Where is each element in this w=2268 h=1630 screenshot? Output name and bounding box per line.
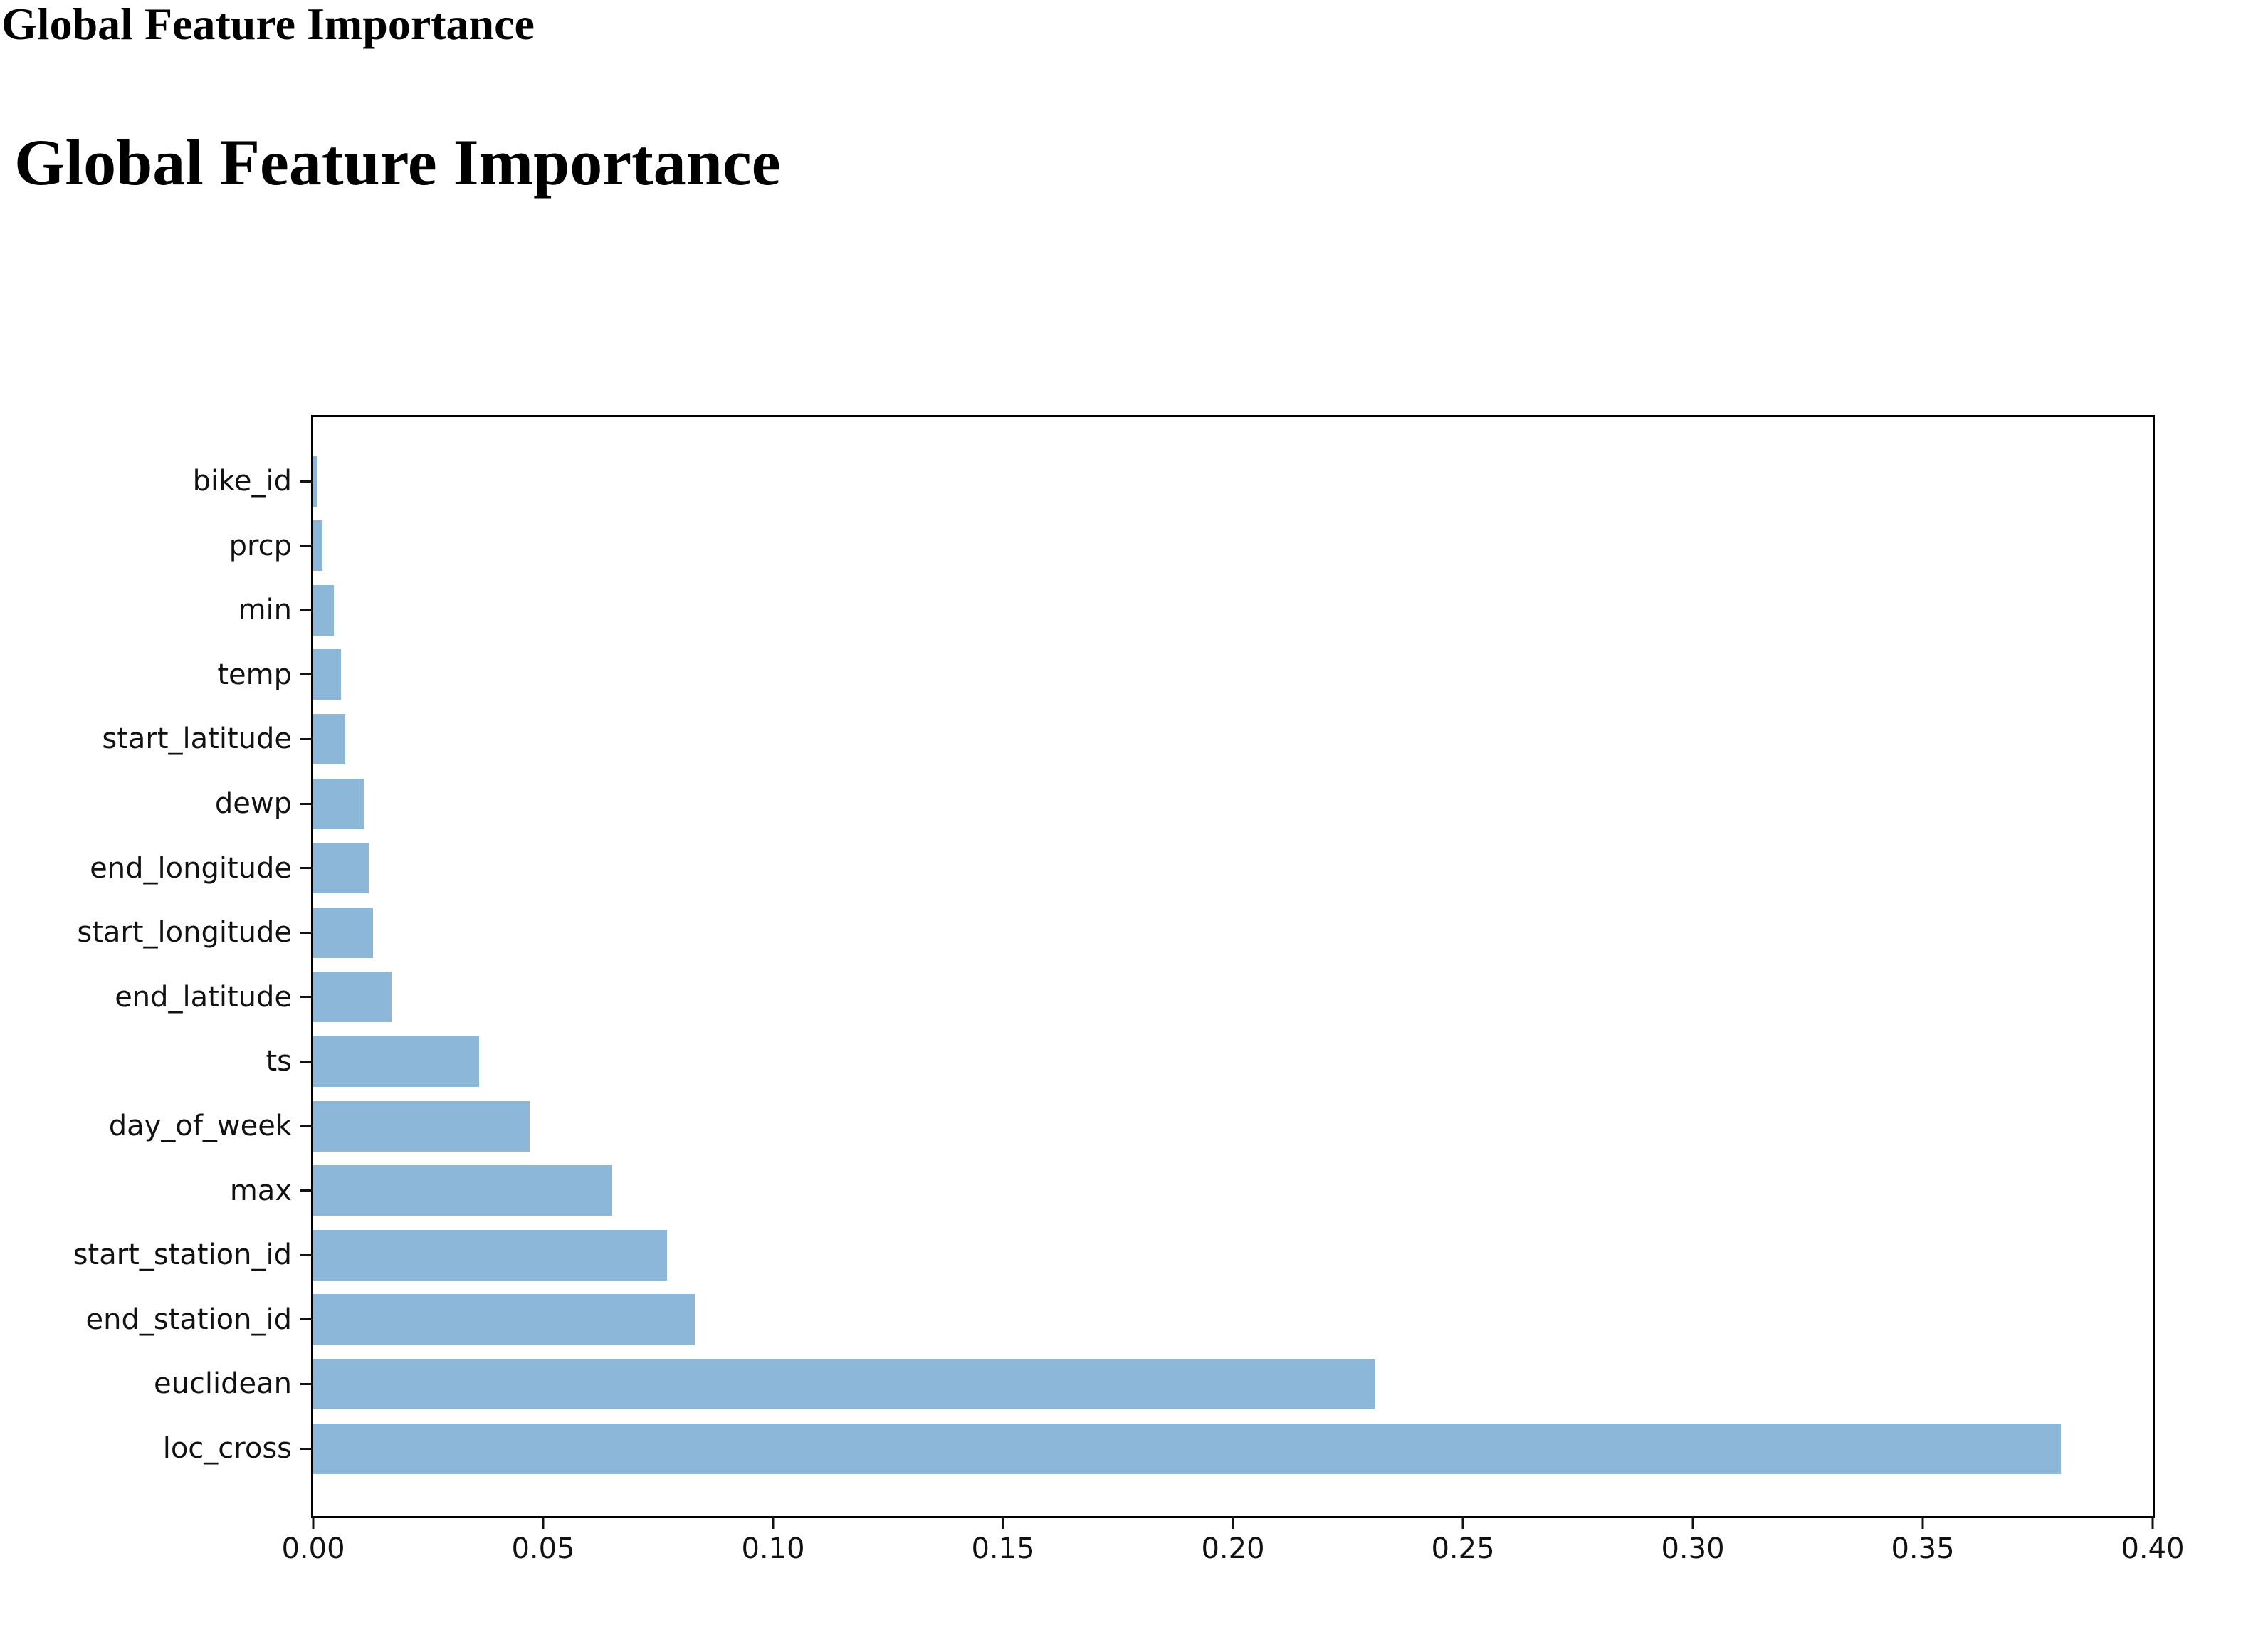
x-tick: [542, 1516, 545, 1529]
y-tick: [300, 1382, 313, 1385]
y-axis-label: start_latitude: [102, 722, 292, 756]
y-tick: [300, 1318, 313, 1321]
x-tick-label: 0.05: [511, 1532, 575, 1565]
x-tick: [772, 1516, 775, 1529]
y-tick: [300, 737, 313, 740]
y-axis-label: end_longitude: [90, 851, 292, 885]
x-tick: [1232, 1516, 1234, 1529]
bar: [313, 1423, 2061, 1474]
bar: [313, 1165, 612, 1216]
y-axis-label: prcp: [229, 529, 292, 562]
x-tick: [1002, 1516, 1004, 1529]
x-tick: [1921, 1516, 1924, 1529]
y-axis-label: start_station_id: [73, 1239, 292, 1272]
bar: [313, 972, 392, 1023]
bar: [313, 649, 341, 700]
y-tick: [300, 931, 313, 934]
x-tick-label: 0.35: [1891, 1532, 1955, 1565]
y-tick: [300, 1253, 313, 1256]
y-axis-label: loc_cross: [162, 1432, 292, 1465]
bar: [313, 1294, 695, 1345]
y-tick: [300, 609, 313, 611]
bar: [313, 778, 364, 829]
x-tick-label: 0.20: [1201, 1532, 1265, 1565]
y-axis-label: end_station_id: [85, 1303, 292, 1336]
y-axis-label: dewp: [214, 787, 292, 820]
y-tick: [300, 1060, 313, 1063]
bar: [313, 456, 318, 507]
y-tick: [300, 867, 313, 870]
x-tick-label: 0.10: [741, 1532, 805, 1565]
y-axis-label: max: [229, 1174, 292, 1207]
bar: [313, 584, 335, 636]
y-tick: [300, 996, 313, 999]
y-tick: [300, 545, 313, 547]
y-tick: [300, 1125, 313, 1127]
y-axis-label: end_latitude: [115, 980, 292, 1014]
y-tick: [300, 1447, 313, 1450]
bar: [313, 520, 322, 572]
y-axis-label: ts: [266, 1045, 292, 1078]
y-axis-label: temp: [217, 658, 292, 691]
x-tick-label: 0.40: [2121, 1532, 2185, 1565]
page-header: Global Feature Importance: [1, 0, 535, 49]
bar: [313, 1358, 1376, 1409]
x-tick-label: 0.00: [281, 1532, 345, 1565]
x-tick: [1461, 1516, 1464, 1529]
y-axis-label: start_longitude: [77, 916, 292, 950]
x-tick: [312, 1516, 315, 1529]
y-tick: [300, 1189, 313, 1192]
y-axis-label: min: [238, 594, 292, 627]
y-tick: [300, 802, 313, 805]
y-tick: [300, 673, 313, 676]
y-axis-label: euclidean: [153, 1367, 292, 1401]
y-axis-label: bike_id: [192, 465, 292, 498]
bar: [313, 1229, 668, 1281]
y-tick: [300, 480, 313, 483]
bar: [313, 907, 373, 958]
x-tick-label: 0.15: [971, 1532, 1035, 1565]
bar: [313, 713, 346, 764]
y-axis-label: day_of_week: [108, 1110, 292, 1142]
x-tick-label: 0.25: [1431, 1532, 1495, 1565]
bar: [313, 1100, 530, 1152]
bar: [313, 843, 369, 894]
x-tick: [2151, 1516, 2154, 1529]
x-tick: [1691, 1516, 1694, 1529]
x-tick-label: 0.30: [1661, 1532, 1725, 1565]
page-title: Global Feature Importance: [14, 126, 781, 199]
bar: [313, 1036, 479, 1087]
